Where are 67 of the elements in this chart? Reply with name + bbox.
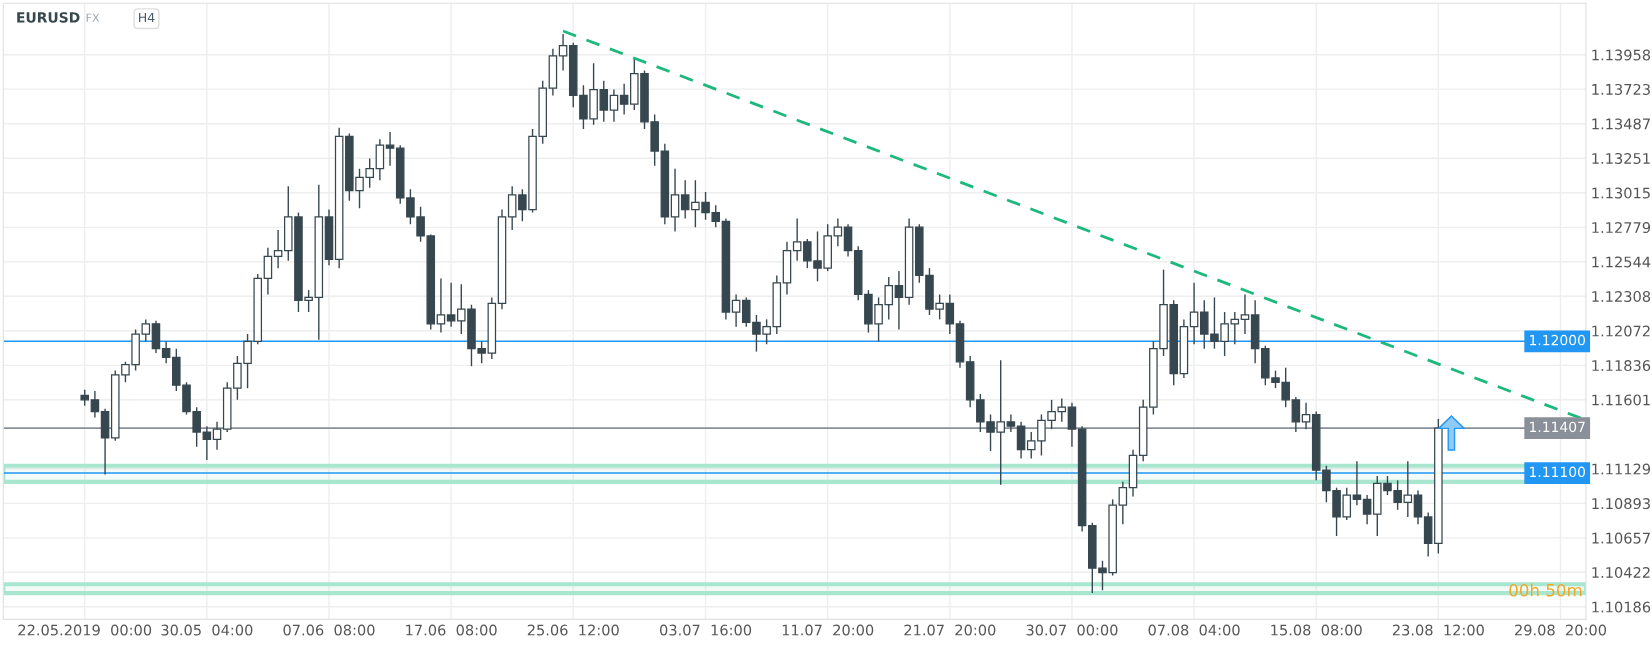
candlestick: [843, 223, 853, 258]
candlestick: [945, 293, 955, 335]
candlestick: [375, 138, 385, 182]
candlestick: [1291, 396, 1301, 433]
ref-line-label: 1.11100: [1530, 466, 1585, 478]
candlestick: [385, 131, 395, 167]
y-tick-label: 1.13015: [1592, 187, 1650, 199]
x-tick-label: 07.08 04:00: [1148, 624, 1240, 636]
y-tick-label: 1.10893: [1592, 498, 1650, 510]
y-tick-label: 1.13487: [1592, 118, 1650, 130]
y-tick-label: 1.10186: [1592, 601, 1651, 613]
y-tick-label: 1.13723: [1592, 83, 1650, 95]
candlestick: [273, 229, 283, 269]
candlestick: [263, 246, 273, 296]
y-tick-label: 1.12072: [1592, 325, 1650, 337]
candlestick: [161, 340, 171, 364]
candlestick: [90, 390, 100, 419]
candlestick: [1352, 460, 1362, 506]
x-tick-label: 07.06 08:00: [283, 624, 375, 636]
y-tick-label: 1.10657: [1592, 532, 1650, 544]
x-tick-label: 29.08 20:00: [1515, 624, 1607, 636]
candlestick: [446, 282, 456, 328]
candlestick: [731, 293, 741, 328]
y-tick-label: 1.12544: [1592, 256, 1651, 268]
candlestick: [558, 33, 568, 72]
candlestick: [1118, 481, 1128, 525]
x-tick-label: 15.08 08:00: [1271, 624, 1362, 636]
candlestick: [1413, 489, 1423, 525]
candlestick: [436, 277, 446, 334]
x-tick-label: 17.06 08:00: [406, 624, 497, 636]
x-tick-label: 30.07 00:00: [1026, 624, 1118, 636]
candlestick: [1362, 494, 1372, 525]
x-tick-label: 11.07 20:00: [782, 624, 874, 636]
candlestick: [792, 217, 802, 262]
y-tick-label: 1.13958: [1592, 49, 1651, 61]
y-tick-label: 1.11836: [1592, 360, 1651, 372]
ref-line-label: 1.11407: [1530, 421, 1585, 433]
candlestick: [1189, 282, 1199, 345]
candlestick: [833, 217, 843, 247]
y-tick-label: 1.11129: [1592, 463, 1651, 475]
candlestick: [670, 167, 680, 233]
annotation: 00h 50m: [1509, 583, 1582, 597]
candlestick: [1006, 413, 1016, 433]
candlestick: [1067, 402, 1077, 448]
x-tick-label: 21.07 20:00: [904, 624, 996, 636]
candlestick: [619, 83, 629, 116]
y-tick-label: 1.10422: [1592, 566, 1650, 579]
candlestick: [1016, 421, 1026, 460]
candlestick: [202, 425, 212, 461]
x-tick-label: 22.05.2019 00:00: [18, 624, 152, 636]
x-tick-label: 03.07 16:00: [660, 624, 752, 636]
ref-line-label: 1.12000: [1530, 334, 1585, 346]
y-tick-label: 1.11601: [1592, 394, 1650, 406]
x-tick-label: 23.08 12:00: [1392, 624, 1484, 636]
x-tick-label: 25.06 12:00: [527, 624, 619, 636]
annotation: H4: [139, 13, 155, 23]
text: EURUSD: [17, 12, 80, 23]
annotation: FX: [86, 13, 100, 22]
y-tick-label: 1.12308: [1592, 290, 1651, 302]
candlestick: [212, 421, 222, 451]
candlestick: [609, 88, 619, 123]
candlestick: [507, 185, 517, 231]
y-tick-label: 1.13251: [1592, 152, 1650, 164]
y-tick-label: 1.12779: [1592, 222, 1651, 234]
candlestick: [1240, 293, 1250, 335]
x-tick-label: 30.05 04:00: [161, 624, 253, 636]
candlestick: [894, 270, 904, 331]
